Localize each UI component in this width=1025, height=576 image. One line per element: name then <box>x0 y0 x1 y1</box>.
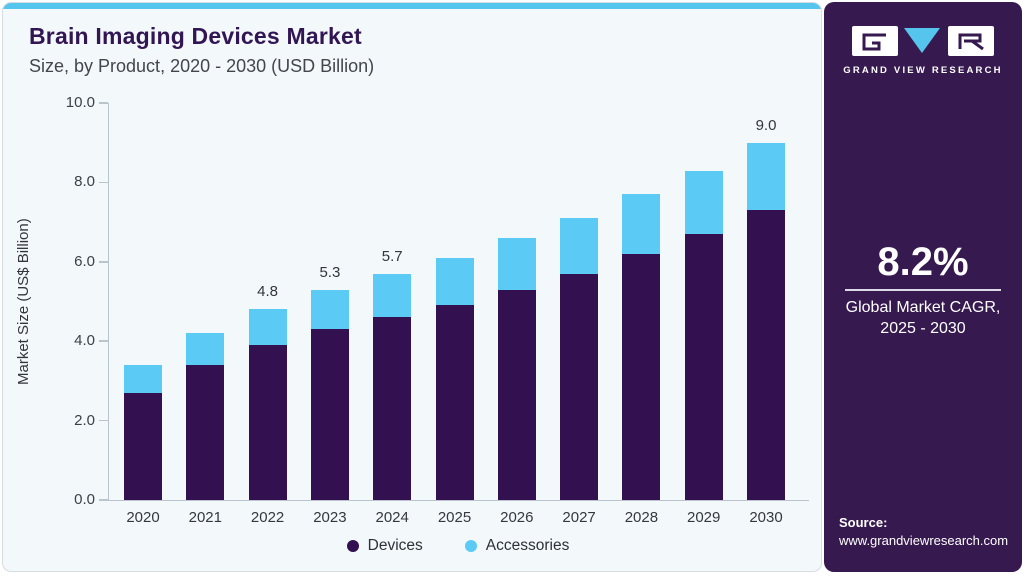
y-axis-title: Market Size (US$ Billion) <box>15 218 32 385</box>
accessories-segment <box>248 309 287 346</box>
y-axis-tick-label: 4.0 <box>74 332 95 350</box>
devices-segment <box>124 392 162 500</box>
bar-2024 <box>373 273 412 500</box>
devices-segment <box>497 289 536 500</box>
page-title: Brain Imaging Devices Market <box>29 23 362 49</box>
accessories-segment <box>497 237 536 290</box>
cagr-caption-line2: 2025 - 2030 <box>880 320 966 337</box>
legend-dot-devices <box>346 540 359 552</box>
x-axis-tick-label: 2022 <box>250 509 285 526</box>
accessories-segment <box>747 142 785 211</box>
bar-2029 <box>684 170 723 500</box>
x-axis-tick-label: 2027 <box>562 509 596 526</box>
x-axis-tick-label: 2026 <box>500 509 534 526</box>
accessories-segment <box>373 273 412 318</box>
y-axis-tick <box>99 181 108 184</box>
y-axis-tick <box>99 261 108 263</box>
devices-segment <box>186 365 225 500</box>
chart-header: Brain Imaging Devices Market Size, by Pr… <box>29 23 374 77</box>
devices-segment <box>747 210 785 500</box>
accessories-segment <box>435 257 474 306</box>
bar-2023 <box>310 289 349 500</box>
y-axis-tick-label: 10.0 <box>65 94 95 111</box>
cagr-divider <box>845 289 1001 291</box>
accessories-segment <box>186 333 225 366</box>
y-axis-tick-label: 2.0 <box>74 411 95 429</box>
cagr-caption: Global Market CAGR, 2025 - 2030 <box>824 297 1022 339</box>
legend-item-devices: Devices <box>346 537 423 555</box>
bar-2030 <box>747 142 785 500</box>
x-axis-tick-label: 2029 <box>687 509 721 526</box>
legend-label-accessories: Accessories <box>485 537 570 554</box>
brand-logo: GRAND VIEW RESEARCH <box>824 26 1022 76</box>
x-axis-tick-label: 2028 <box>624 509 659 526</box>
devices-segment <box>248 345 287 500</box>
accessories-segment <box>560 218 599 274</box>
chart-legend: Devices Accessories <box>108 537 808 555</box>
y-axis-tick-label: 0.0 <box>74 491 95 508</box>
source-block: Source: www.grandviewresearch.com <box>839 514 1008 550</box>
bar-value-label: 9.0 <box>755 116 777 134</box>
plot-area: 0.0 2.0 4.0 6.0 8.0 10.0 2020 2021 2022 4.8 2023 5.… <box>66 94 809 526</box>
bar-2025 <box>435 257 474 500</box>
y-axis-tick <box>99 102 108 104</box>
accessories-segment <box>310 289 349 330</box>
logo-v-triangle-icon <box>904 28 940 53</box>
logo-g-box <box>852 26 898 56</box>
bar-2027 <box>560 218 599 500</box>
accessories-segment <box>124 365 162 393</box>
cagr-caption-line1: Global Market CAGR, <box>845 299 1001 316</box>
legend-label-devices: Devices <box>367 537 423 554</box>
y-axis-tick <box>99 340 108 342</box>
card-top-accent <box>3 3 821 9</box>
devices-segment <box>310 329 349 500</box>
bar-2020 <box>124 365 162 500</box>
source-label: Source: <box>839 515 888 530</box>
chart-card: Brain Imaging Devices Market Size, by Pr… <box>2 2 822 572</box>
bar-2026 <box>497 237 536 500</box>
accessories-segment <box>684 170 723 235</box>
x-axis-tick-label: 2025 <box>437 509 472 526</box>
logo-r-glyph <box>958 33 984 51</box>
y-axis-tick <box>99 499 108 501</box>
legend-dot-accessories <box>464 540 477 552</box>
page-subtitle: Size, by Product, 2020 - 2030 (USD Billi… <box>29 56 375 76</box>
devices-segment <box>560 273 599 500</box>
source-url: www.grandviewresearch.com <box>839 533 1009 548</box>
gvr-logo-icon <box>852 26 994 56</box>
legend-item-accessories: Accessories <box>464 537 570 555</box>
y-axis-tick-label: 8.0 <box>74 173 95 191</box>
bar-2028 <box>622 194 661 500</box>
brand-name: GRAND VIEW RESEARCH <box>843 65 1003 76</box>
x-axis-tick-label: 2023 <box>313 509 347 526</box>
x-axis-tick-label: 2030 <box>749 509 783 526</box>
bar-2022 <box>248 309 287 500</box>
cagr-value: 8.2% <box>877 240 969 284</box>
devices-segment <box>684 234 723 500</box>
accessories-segment <box>622 194 661 254</box>
devices-segment <box>622 253 661 500</box>
bar-value-label: 5.3 <box>319 263 341 281</box>
bar-2021 <box>186 333 225 500</box>
devices-segment <box>373 317 412 500</box>
logo-g-glyph <box>862 33 886 51</box>
x-axis-tick-label: 2024 <box>375 509 409 526</box>
y-axis-tick <box>99 419 108 422</box>
devices-segment <box>435 305 474 500</box>
x-axis-tick-label: 2020 <box>126 509 160 526</box>
x-axis-tick-label: 2021 <box>188 509 222 526</box>
bar-value-label: 4.8 <box>257 283 279 301</box>
bar-value-label: 5.7 <box>381 247 403 265</box>
y-axis-tick-label: 6.0 <box>74 252 95 270</box>
sidebar: GRAND VIEW RESEARCH 8.2% Global Market C… <box>824 2 1022 572</box>
